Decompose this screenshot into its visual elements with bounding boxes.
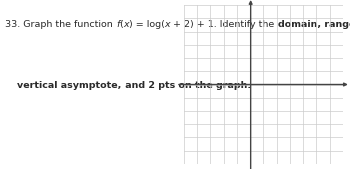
Text: + 2) + 1. Identify the: + 2) + 1. Identify the xyxy=(170,20,278,29)
Text: f: f xyxy=(116,20,119,29)
Text: and 2 pts on the graph.: and 2 pts on the graph. xyxy=(122,81,251,90)
Text: x: x xyxy=(123,20,129,29)
Text: (: ( xyxy=(119,20,123,29)
Text: domain, range, the equation of the: domain, range, the equation of the xyxy=(278,20,350,29)
Text: x: x xyxy=(164,20,170,29)
Text: ) = log(: ) = log( xyxy=(129,20,164,29)
Text: 33. Graph the function: 33. Graph the function xyxy=(5,20,116,29)
Text: vertical asymptote,: vertical asymptote, xyxy=(17,81,122,90)
